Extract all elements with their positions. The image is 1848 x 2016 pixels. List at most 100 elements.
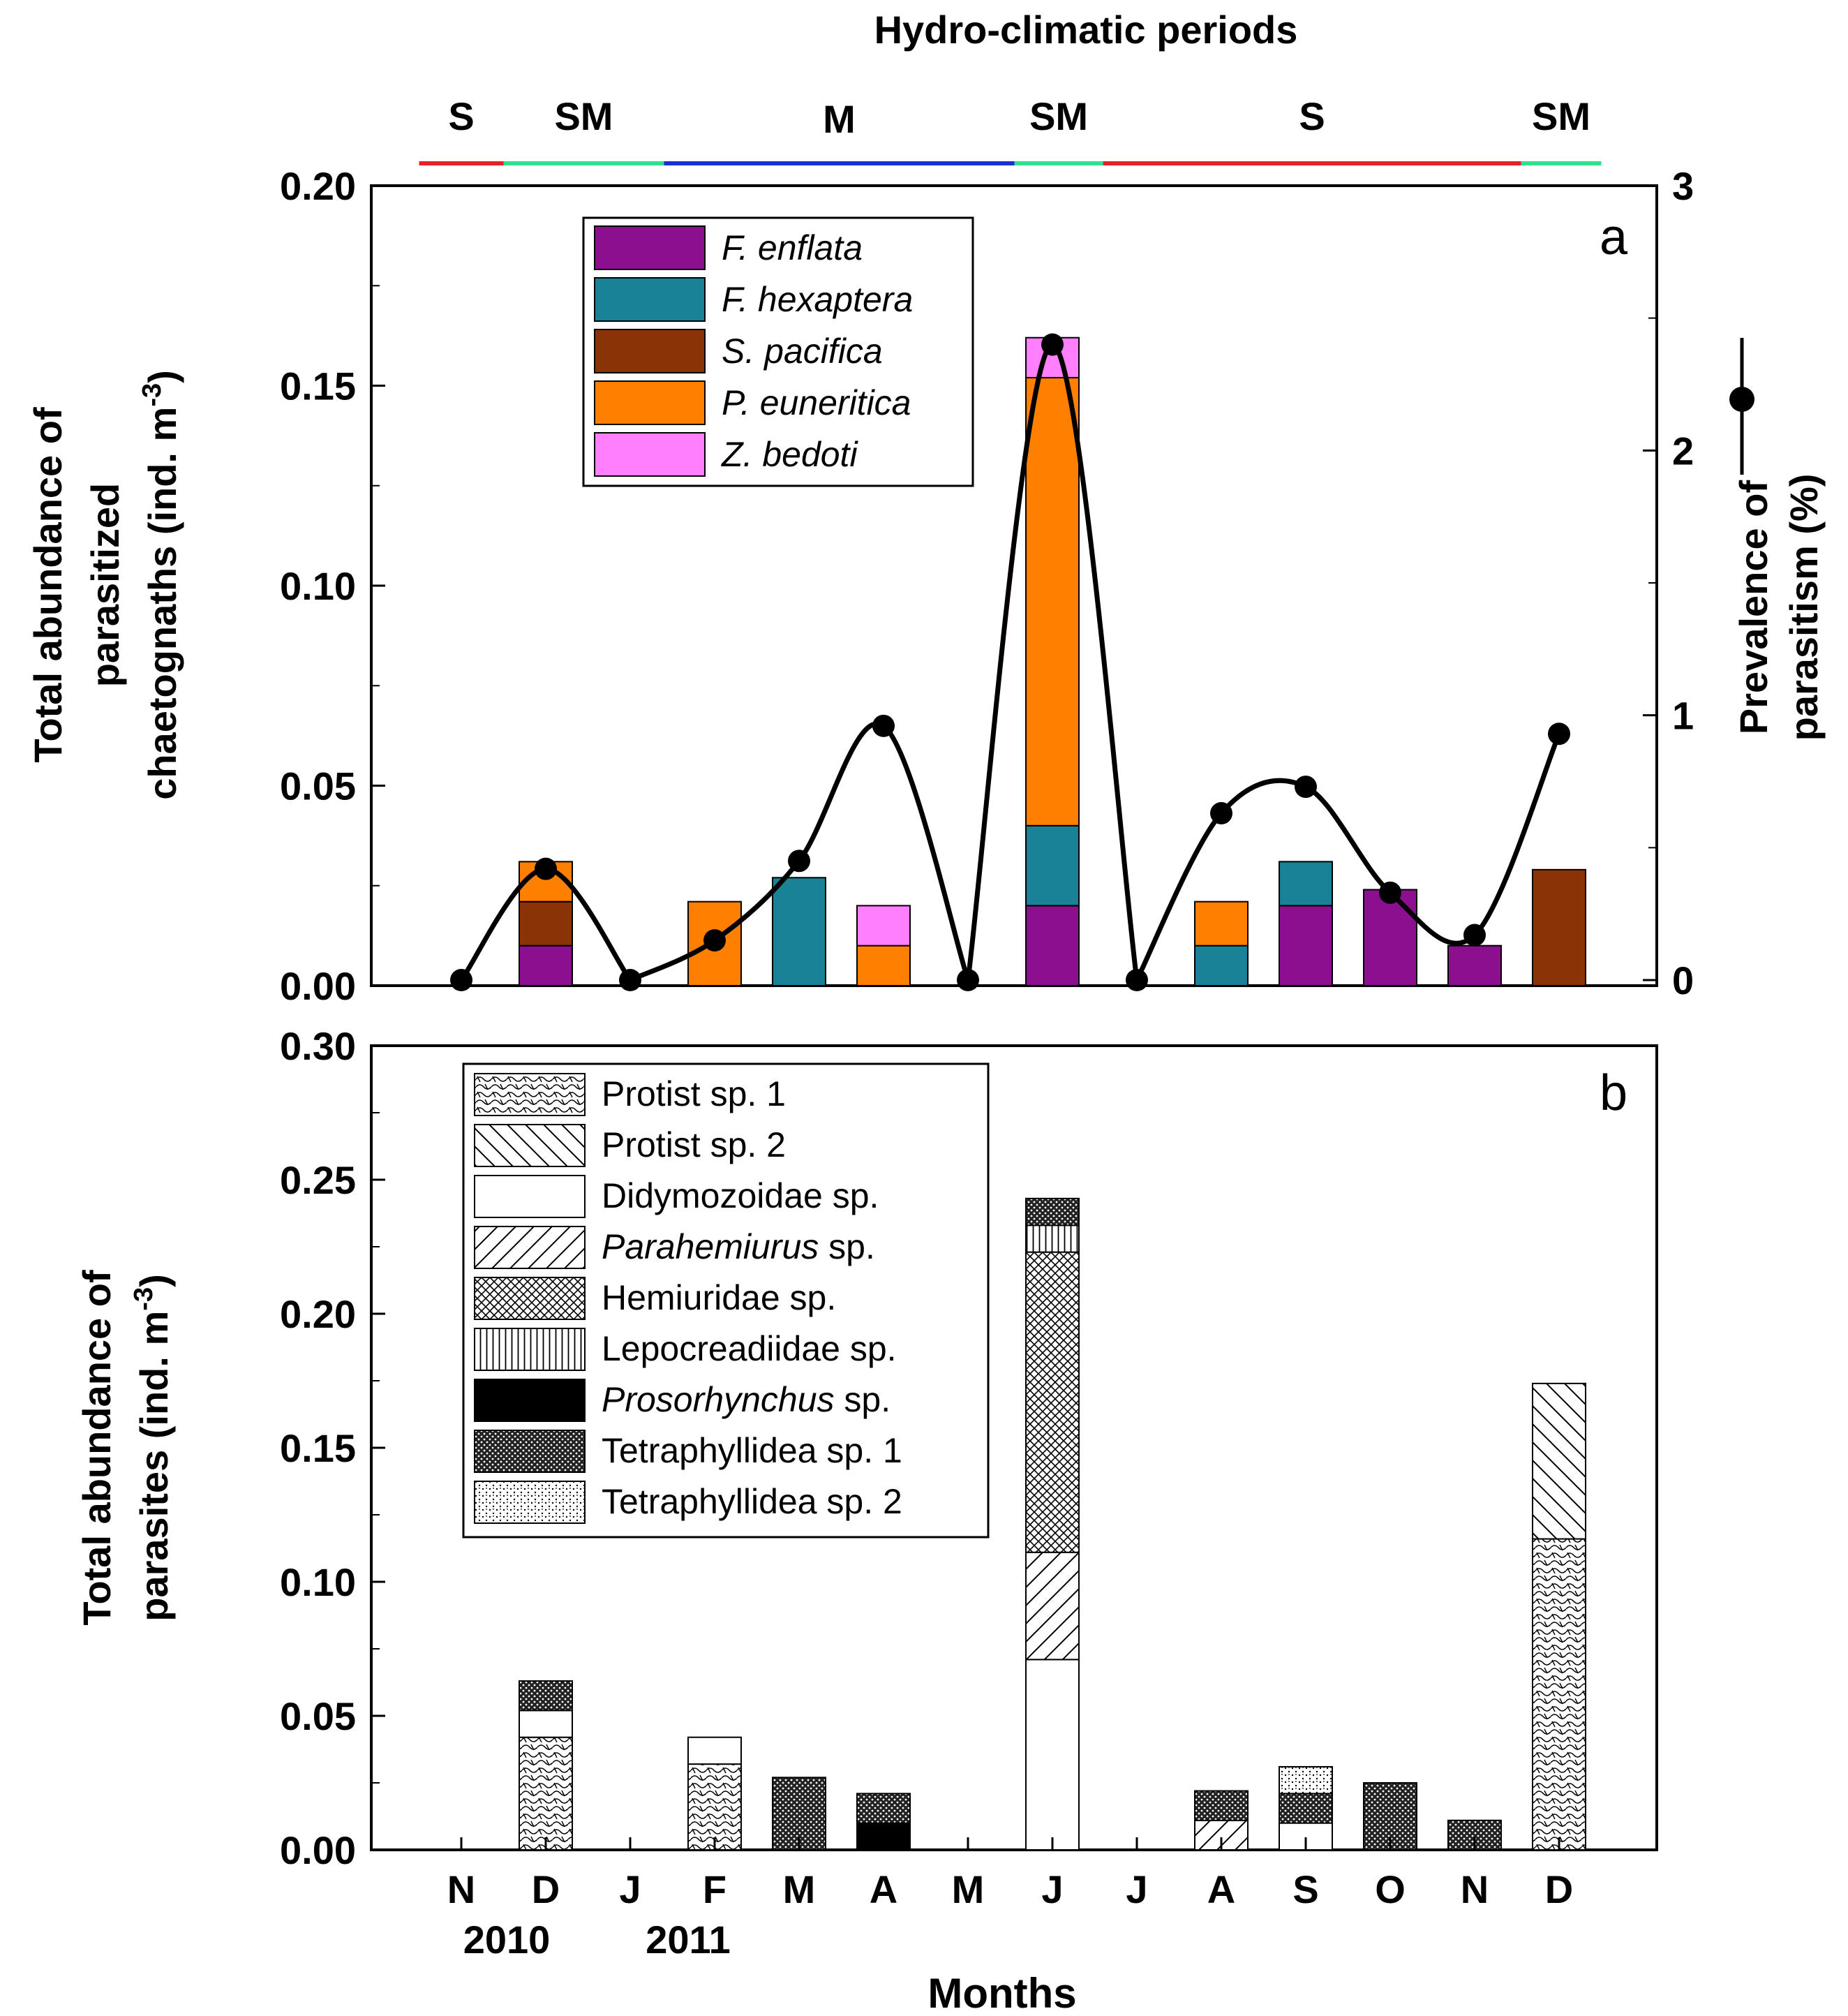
panel-a-label: a [1600, 209, 1628, 265]
y2tick-label-a-1: 1 [1672, 694, 1694, 738]
period-label-1: SM [554, 94, 613, 138]
panel-a-right-axis: 0 1 2 3 [1643, 164, 1694, 1002]
panel-a-ylabel-line-1-text: Total abundance of [26, 407, 70, 763]
prevalence-point-4 [788, 850, 810, 873]
period-label-5: SM [1532, 94, 1590, 138]
ytick-label-b-0: 0.00 [280, 1828, 356, 1872]
bar-b-10-7 [1279, 1793, 1333, 1824]
bar-a-9-1 [1194, 944, 1249, 986]
bar-a-10-1 [1279, 861, 1333, 907]
month-label-3: F [703, 1867, 726, 1911]
bar-a-7-1 [1025, 824, 1080, 907]
month-label-8: J [1126, 1867, 1147, 1911]
panel-a-ylabel-line-3-text: chaetognaths (ind. m-3) [137, 370, 184, 800]
bar-b-7-5 [1025, 1224, 1080, 1253]
prevalence-point-13 [1548, 722, 1570, 746]
bar-b-1-7 [519, 1680, 573, 1712]
month-label-11: O [1375, 1867, 1406, 1911]
legend-b-label-5: Lepocreadiidae sp. [602, 1329, 897, 1368]
month-label-12: N [1461, 1867, 1489, 1911]
panel-b-ylabel-close: ) [132, 1274, 176, 1287]
panel-a-bars [519, 336, 1586, 987]
year-label-2011: 2011 [646, 1918, 731, 1962]
month-label-9: A [1207, 1867, 1235, 1911]
panel-a-legend: F. enflata F. hexaptera S. pacifica P. eune… [582, 216, 974, 487]
period-band: S SM M SM S SM [419, 94, 1602, 165]
panel-a-y2label-line-1: Prevalence of [1731, 480, 1775, 735]
legend-b-label-0: Protist sp. 1 [602, 1074, 786, 1113]
bar-b-13-1 [1532, 1382, 1586, 1540]
panel-b-ylabel-line-1: Total abundance of [75, 1270, 119, 1626]
legend-b-swatch-1 [474, 1124, 586, 1167]
bar-b-1-2 [519, 1710, 573, 1738]
legend-b-label-8: Tetraphyllidea sp. 2 [602, 1482, 902, 1521]
prevalence-point-12 [1463, 924, 1486, 947]
ytick-label-b-5: 0.25 [280, 1158, 356, 1202]
ytick-label-b-6: 0.30 [280, 1024, 356, 1068]
legend-a-label-4: Z. bedoti [721, 435, 858, 474]
legend-b-label-4: Hemiuridae sp. [602, 1278, 836, 1317]
legend-b-swatch-4 [474, 1277, 586, 1320]
prevalence-point-7 [1041, 333, 1064, 356]
month-label-2: J [619, 1867, 641, 1911]
period-label-4: S [1299, 94, 1325, 138]
bar-a-13-2 [1532, 868, 1586, 986]
legend-b-label-italic: Prosorhynchus [602, 1380, 835, 1419]
x-axis-title: Months [927, 1970, 1076, 2016]
bar-a-11-0 [1363, 889, 1417, 986]
prevalence-point-9 [1210, 802, 1232, 825]
bar-b-9-7 [1194, 1790, 1249, 1821]
prevalence-point-3 [703, 929, 726, 952]
ytick-label-a-2: 0.10 [280, 564, 356, 608]
month-label-1: D [532, 1867, 560, 1911]
bar-a-7-0 [1025, 905, 1080, 987]
bar-b-10-8 [1279, 1765, 1333, 1795]
ytick-label-a-1: 0.05 [280, 764, 356, 808]
panel-a-ylabel-unit: chaetognaths (ind. m [140, 407, 184, 800]
ytick-label-a-3: 0.15 [280, 364, 356, 408]
bar-b-13-0 [1532, 1538, 1586, 1851]
panel-b-left-axis: 0.00 0.05 0.10 0.15 0.20 0.25 0.30 [280, 1024, 385, 1872]
legend-b-label-italic: Parahemiurus [602, 1227, 819, 1266]
period-label-0: S [448, 94, 474, 138]
prevalence-legend-symbol [1729, 338, 1754, 475]
bar-a-5-3 [856, 944, 911, 986]
ytick-label-b-1: 0.05 [280, 1694, 356, 1738]
legend-b-swatch-0 [474, 1073, 586, 1116]
legend-b-swatch-8 [474, 1481, 586, 1524]
month-label-6: M [952, 1867, 985, 1911]
bar-b-1-0 [519, 1736, 573, 1851]
legend-b-label-rest: sp. [835, 1380, 891, 1419]
prevalence-point-1 [535, 857, 557, 880]
legend-a-label-3: P. euneritica [722, 383, 911, 422]
prevalence-curve-3 [1134, 732, 1562, 981]
month-label-10: S [1292, 1867, 1318, 1911]
panel-b-bars [519, 1197, 1586, 1851]
legend-a-swatch-2 [594, 329, 706, 373]
bar-b-7-4 [1025, 1251, 1080, 1553]
ytick-label-b-3: 0.15 [280, 1426, 356, 1470]
bar-b-3-2 [687, 1736, 742, 1765]
legend-b-swatch-5 [474, 1328, 586, 1371]
prevalence-point-6 [957, 969, 979, 991]
month-label-7: J [1041, 1867, 1063, 1911]
legend-a-swatch-4 [594, 432, 706, 477]
prevalence-point-11 [1379, 881, 1401, 904]
year-label-2010: 2010 [463, 1918, 551, 1962]
bar-a-1-2 [519, 900, 573, 947]
bar-a-7-3 [1025, 377, 1080, 827]
bar-b-5-7 [856, 1793, 911, 1824]
legend-b-label-1: Protist sp. 2 [602, 1125, 786, 1164]
ytick-label-b-2: 0.10 [280, 1560, 356, 1604]
panel-b-legend: Protist sp. 1 Protist sp. 2 Didymozoidae s… [462, 1062, 990, 1539]
panel-b-ylabel-line-2: parasites (ind. m-3) [129, 1274, 176, 1621]
panel-a-ylabel-sup: -3 [137, 383, 167, 407]
ytick-label-a-4: 0.20 [280, 164, 356, 208]
bar-b-3-0 [687, 1763, 742, 1851]
ytick-label-a-0: 0.00 [280, 964, 356, 1008]
panel-b-label: b [1600, 1065, 1627, 1121]
prevalence-series [450, 333, 1570, 991]
prevalence-point-5 [872, 714, 895, 737]
